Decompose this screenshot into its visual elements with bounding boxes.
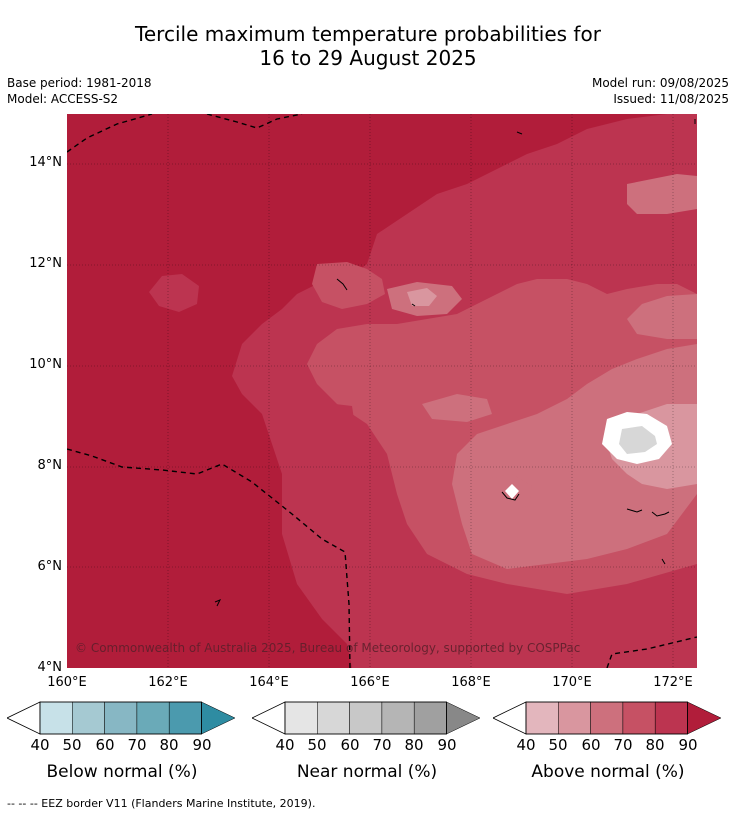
model-name: Model: ACCESS-S2	[7, 92, 119, 106]
lon-label-166e: 166°E	[350, 675, 390, 690]
near-tick-60: 60	[340, 736, 360, 754]
near-tick-50: 50	[307, 736, 327, 754]
above-normal-label: Above normal (%)	[531, 762, 685, 782]
near-normal-50	[619, 426, 657, 454]
islands	[214, 119, 696, 607]
meta-left: Base period: 1981-2018 Model: ACCESS-S2	[7, 75, 152, 107]
colorbar-swatch	[104, 701, 138, 735]
eez-footnote: -- -- -- EEZ border V11 (Flanders Marine…	[7, 797, 316, 810]
below-tick-50: 50	[62, 736, 82, 754]
near-normal-small	[505, 484, 519, 499]
near-tick-80: 80	[404, 736, 424, 754]
region-patch-east-70	[627, 294, 697, 339]
colorbar-swatch	[654, 701, 688, 735]
above-tick-70: 70	[613, 736, 633, 754]
colorbar-swatch	[525, 701, 559, 735]
copyright-notice: © Commonwealth of Australia 2025, Bureau…	[75, 641, 581, 655]
colorbar-swatch	[349, 701, 383, 735]
below-tick-60: 60	[95, 736, 115, 754]
near-tick-40: 40	[275, 736, 295, 754]
near-normal-label: Near normal (%)	[296, 762, 438, 782]
lon-label-172e: 172°E	[653, 675, 693, 690]
colorbar-below: 40 50 60 70 80 90 Below normal (%)	[7, 700, 237, 782]
eez-borders	[67, 114, 697, 668]
colorbar-swatch	[201, 701, 236, 735]
map-title: Tercile maximum temperature probabilitie…	[0, 22, 736, 70]
above-tick-80: 80	[645, 736, 665, 754]
meta-right: Model run: 09/08/2025 Issued: 11/08/2025	[592, 75, 729, 107]
region-above-60	[452, 344, 697, 569]
lat-label-8n: 8°N	[37, 458, 63, 473]
region-patch-central-70	[312, 262, 385, 309]
title-line-1: Tercile maximum temperature probabilitie…	[135, 22, 601, 46]
above-tick-40: 40	[516, 736, 536, 754]
region-patch-mid-60	[422, 394, 492, 422]
model-run: Model run: 09/08/2025	[591, 76, 729, 90]
lat-label-12n: 12°N	[29, 256, 62, 271]
colorbar-above-swatches	[493, 701, 722, 735]
below-tick-80: 80	[159, 736, 179, 754]
probability-map	[67, 114, 697, 668]
map-canvas	[67, 114, 697, 668]
colorbar-swatch	[687, 701, 722, 735]
colorbar-swatch	[284, 701, 318, 735]
above-tick-60: 60	[581, 736, 601, 754]
colorbar-swatch	[446, 701, 481, 735]
lon-label-170e: 170°E	[552, 675, 592, 690]
colorbar-below-swatches	[7, 701, 236, 735]
lon-label-160e: 160°E	[47, 675, 87, 690]
map-gridlines	[67, 114, 697, 668]
lat-label-10n: 10°N	[29, 357, 62, 372]
above-tick-50: 50	[548, 736, 568, 754]
colorbar-swatch	[622, 701, 656, 735]
lat-label-14n: 14°N	[29, 155, 62, 170]
issued-date: Issued: 11/08/2025	[613, 92, 729, 106]
region-patch-central-50	[407, 288, 437, 306]
colorbar-swatch	[39, 701, 73, 735]
colorbar-near-swatches	[252, 701, 481, 735]
region-patch-small-80	[335, 404, 355, 434]
lat-label-4n: 4°N	[37, 660, 63, 675]
colorbar-above: 40 50 60 70 80 90 Above normal (%)	[493, 700, 723, 782]
below-tick-40: 40	[30, 736, 50, 754]
below-tick-70: 70	[127, 736, 147, 754]
near-tick-70: 70	[372, 736, 392, 754]
near-tick-90: 90	[437, 736, 457, 754]
region-patch-west-80	[149, 274, 199, 312]
below-tick-90: 90	[192, 736, 212, 754]
colorbar-swatch	[136, 701, 170, 735]
lon-label-164e: 164°E	[249, 675, 289, 690]
colorbar-near: 40 50 60 70 80 90 Near normal (%)	[252, 700, 482, 782]
colorbar-swatch	[413, 701, 447, 735]
colorbar-swatch	[168, 701, 202, 735]
lon-label-162e: 162°E	[148, 675, 188, 690]
lon-label-168e: 168°E	[451, 675, 491, 690]
colorbar-swatch	[558, 701, 591, 735]
above-tick-90: 90	[678, 736, 698, 754]
region-patch-north-60	[627, 174, 697, 214]
lat-label-6n: 6°N	[37, 559, 63, 574]
colorbar-swatch	[317, 701, 350, 735]
colorbar-swatch	[72, 701, 105, 735]
base-period: Base period: 1981-2018	[7, 76, 152, 90]
colorbar-swatch	[590, 701, 624, 735]
colorbar-swatch	[381, 701, 415, 735]
below-normal-label: Below normal (%)	[46, 762, 198, 782]
title-line-2: 16 to 29 August 2025	[259, 46, 477, 70]
